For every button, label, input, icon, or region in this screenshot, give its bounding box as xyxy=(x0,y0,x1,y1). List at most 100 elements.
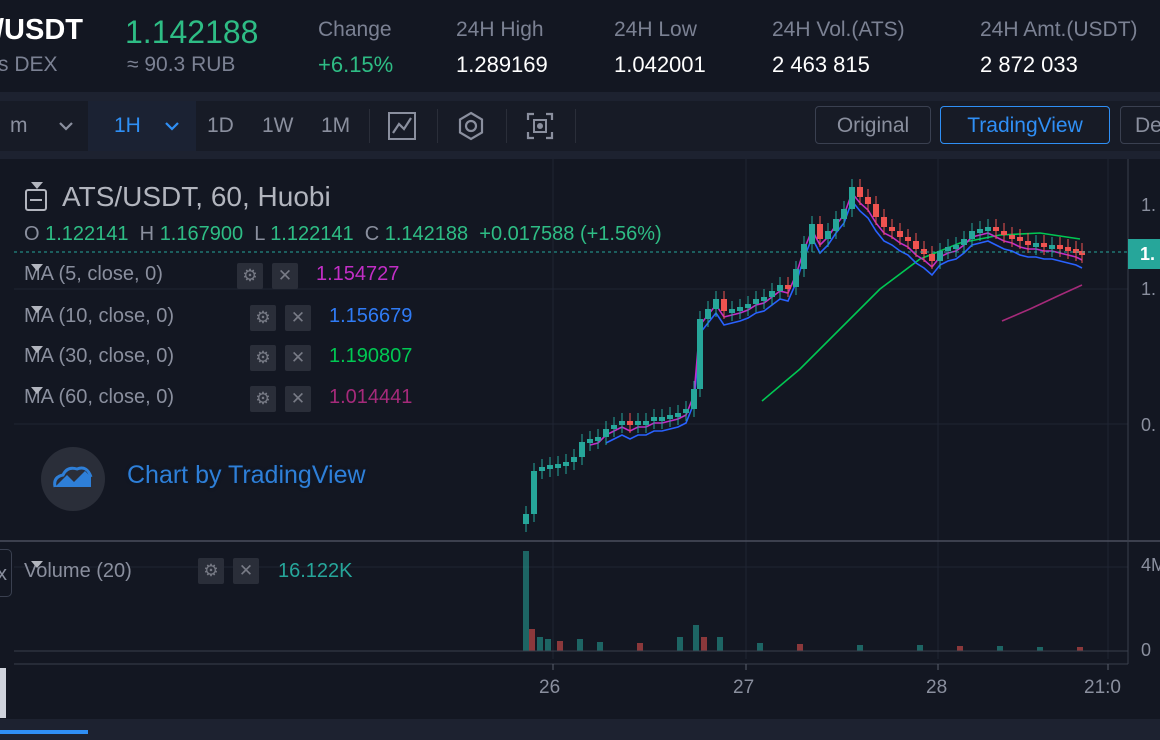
volume-bar xyxy=(957,646,963,651)
candle-body xyxy=(945,247,951,251)
ma60-path xyxy=(1001,284,1083,322)
settings-icon[interactable] xyxy=(455,110,487,142)
caret-down-icon[interactable] xyxy=(30,263,44,273)
close-icon: ✕ xyxy=(290,389,306,408)
candle-body xyxy=(635,421,641,425)
stat-label: 24H Vol.(ATS) xyxy=(772,18,905,41)
caret-down-icon[interactable] xyxy=(30,181,44,191)
view-original-button[interactable]: Original xyxy=(815,106,931,144)
indicator-label: MA (5, close, 0) xyxy=(24,263,163,285)
ohlc-open-label: O xyxy=(24,223,40,245)
candle-body xyxy=(579,442,585,457)
pair-exchange: s DEX xyxy=(0,53,58,76)
candle-body xyxy=(889,227,895,231)
indicator-icon[interactable] xyxy=(386,110,418,142)
volume-collapse-button[interactable]: x xyxy=(0,549,12,597)
interval-1h-dropdown[interactable]: 1H xyxy=(88,101,196,151)
candle-body xyxy=(1033,243,1039,247)
view-depth-button[interactable]: De xyxy=(1120,106,1160,144)
interval-1m[interactable]: 1M xyxy=(321,114,351,137)
caret-down-icon[interactable] xyxy=(30,560,44,570)
time-axis-label: 27 xyxy=(733,677,755,698)
interval-1d[interactable]: 1D xyxy=(207,114,234,137)
time-axis-label: 26 xyxy=(539,677,561,698)
screenshot-icon[interactable] xyxy=(524,110,556,142)
interval-1w[interactable]: 1W xyxy=(262,114,294,137)
tradingview-branding[interactable]: Chart by TradingView xyxy=(127,461,366,489)
price-rub: ≈ 90.3 RUB xyxy=(127,53,236,76)
candle-body xyxy=(523,514,529,524)
price-axis-label: 1. xyxy=(1141,195,1157,215)
indicator-settings-button[interactable]: ⚙ xyxy=(250,345,276,371)
gear-icon: ⚙ xyxy=(203,561,219,580)
price-axis-label: 0. xyxy=(1141,415,1157,435)
volume-bar xyxy=(577,639,583,651)
caret-down-icon[interactable] xyxy=(30,386,44,396)
time-axis-label: 28 xyxy=(926,677,948,698)
price-chart[interactable]: ATS/USDT, 60, Huobi O 1.122141 H 1.16790… xyxy=(0,159,1160,719)
indicator-remove-button[interactable]: ✕ xyxy=(285,305,311,331)
tradingview-logo[interactable] xyxy=(41,447,105,511)
candle-body xyxy=(801,244,807,269)
candle-body xyxy=(985,227,991,231)
candle-body xyxy=(1079,251,1085,255)
scrollbar[interactable] xyxy=(0,668,6,718)
collapse-icon[interactable] xyxy=(24,188,48,212)
candle-body xyxy=(691,389,697,409)
candle-body xyxy=(1073,249,1079,253)
candle-body xyxy=(643,421,649,425)
ma30-path xyxy=(761,232,1081,402)
indicator-volume[interactable]: Volume (20) xyxy=(24,560,132,583)
volume-bar xyxy=(997,646,1003,651)
candles xyxy=(523,179,1085,532)
indicator-settings-button[interactable]: ⚙ xyxy=(198,558,224,584)
stat-label: 24H High xyxy=(456,18,544,41)
candle-body xyxy=(595,437,601,441)
indicator-ma5[interactable]: MA (5, close, 0) xyxy=(24,263,163,286)
indicator-ma10[interactable]: MA (10, close, 0) xyxy=(24,305,174,328)
ohlc-low-label: L xyxy=(254,223,265,245)
stat-value: 2 463 815 xyxy=(772,52,870,77)
volume-bar xyxy=(637,643,643,651)
candle-body xyxy=(531,471,537,514)
view-tradingview-button[interactable]: TradingView xyxy=(940,106,1110,144)
time-axis-label: 21:0 xyxy=(1084,677,1121,698)
indicator-settings-button[interactable]: ⚙ xyxy=(237,263,263,289)
volume-value: 16.122K xyxy=(278,560,353,582)
candle-body xyxy=(1041,243,1047,247)
volume-bar xyxy=(701,637,707,651)
indicator-value: 1.014441 xyxy=(329,386,413,408)
candle-body xyxy=(1009,235,1015,239)
interval-minutes-dropdown[interactable]: m xyxy=(10,101,73,151)
symbol-title: ATS/USDT, 60, Huobi xyxy=(62,181,331,212)
last-price: 1.142188 xyxy=(125,14,259,50)
candle-body xyxy=(729,309,735,313)
chart-title[interactable]: ATS/USDT, 60, Huobi xyxy=(24,181,331,213)
close-icon: ✕ xyxy=(277,266,293,285)
caret-down-icon[interactable] xyxy=(30,305,44,315)
indicator-remove-button[interactable]: ✕ xyxy=(272,263,298,289)
gear-icon: ⚙ xyxy=(242,266,258,285)
candle-body xyxy=(905,237,911,241)
ohlc-low: 1.122141 xyxy=(270,223,354,245)
ticker-header: /USDT s DEX 1.142188 ≈ 90.3 RUB Change +… xyxy=(0,0,1160,92)
volume-bars xyxy=(523,551,1083,651)
indicator-remove-button[interactable]: ✕ xyxy=(285,386,311,412)
indicator-remove-button[interactable]: ✕ xyxy=(285,345,311,371)
indicator-value: 1.156679 xyxy=(329,305,413,327)
chart-canvas[interactable] xyxy=(0,159,1160,719)
indicator-remove-button[interactable]: ✕ xyxy=(233,558,259,584)
candle-body xyxy=(1065,247,1071,251)
volume-axis-label: 0 xyxy=(1141,640,1152,660)
candle-body xyxy=(1001,231,1007,235)
bottom-bar xyxy=(0,719,1160,740)
indicator-settings-button[interactable]: ⚙ xyxy=(250,386,276,412)
indicator-ma30[interactable]: MA (30, close, 0) xyxy=(24,345,174,368)
indicator-settings-button[interactable]: ⚙ xyxy=(250,305,276,331)
indicator-ma60[interactable]: MA (60, close, 0) xyxy=(24,386,174,409)
ohlc-high: 1.167900 xyxy=(159,223,244,245)
stat-value: 1.289169 xyxy=(456,52,548,77)
ma60-line xyxy=(1001,284,1083,322)
caret-down-icon[interactable] xyxy=(30,345,44,355)
volume-bar xyxy=(677,637,683,651)
